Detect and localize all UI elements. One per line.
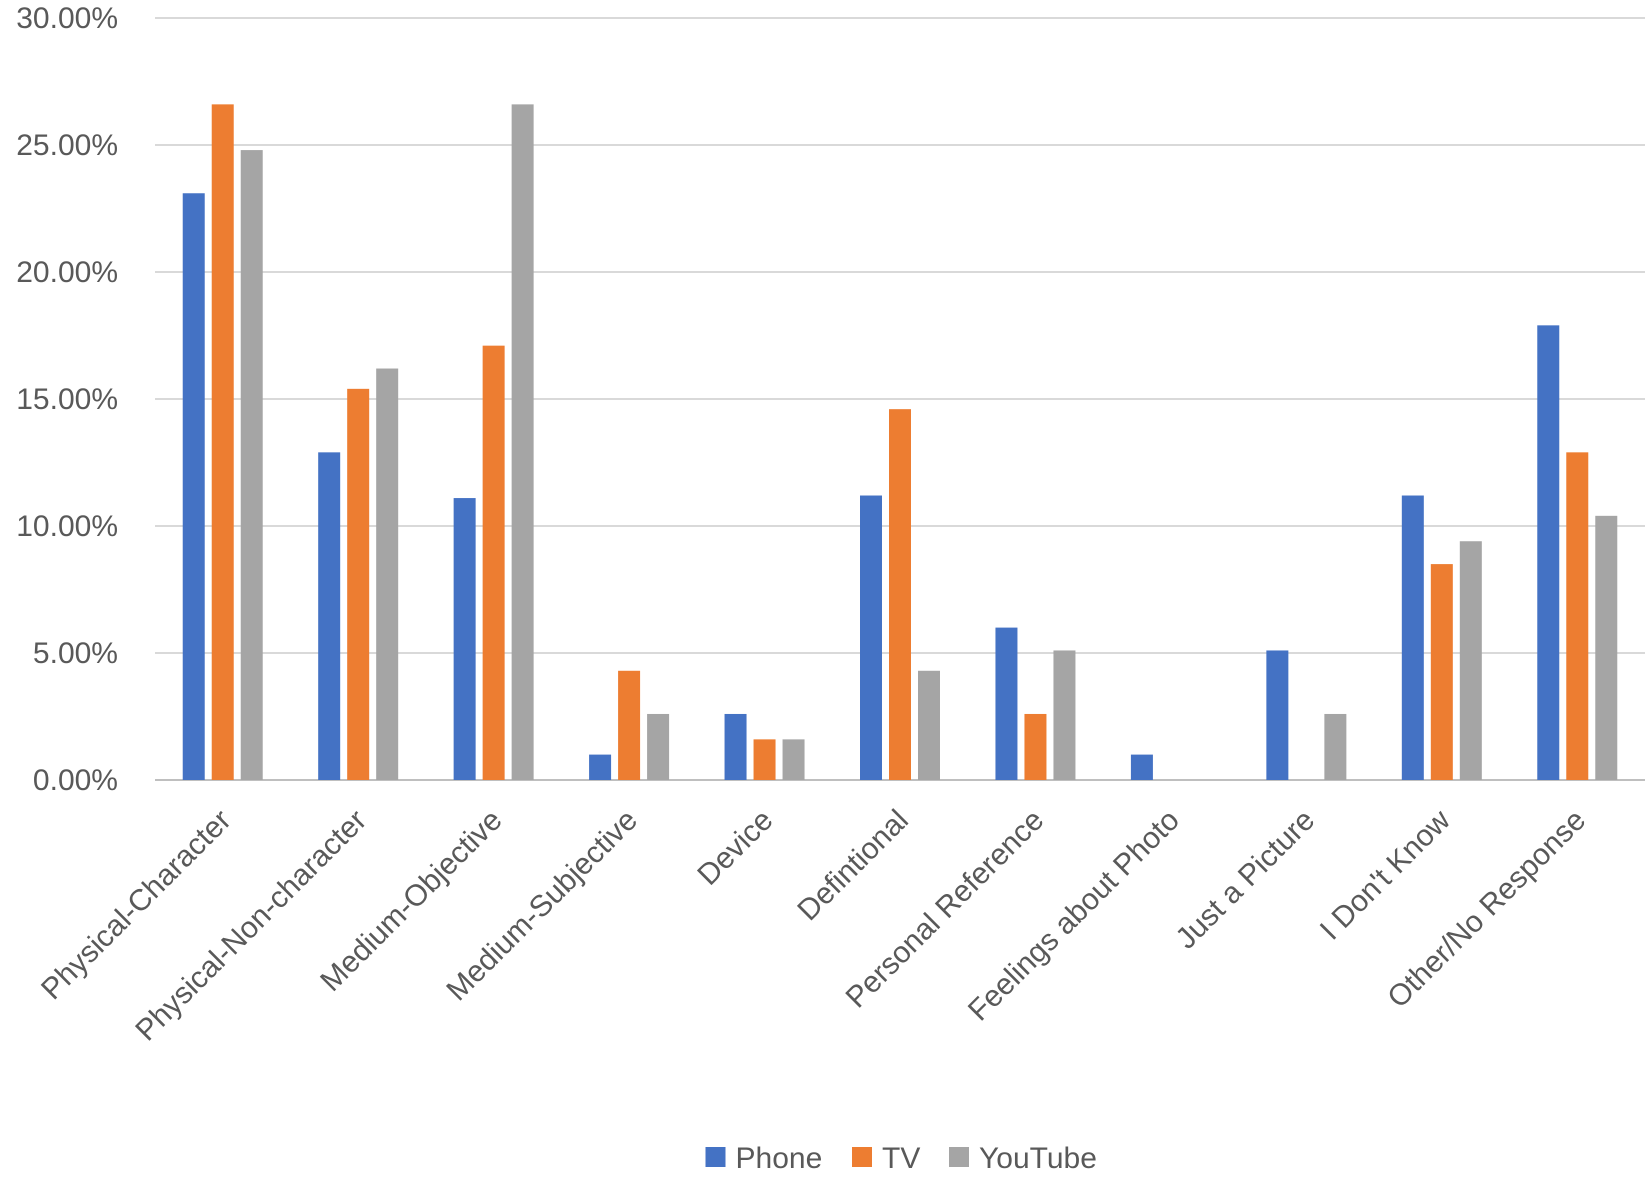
bar-youtube-physical-non-character	[376, 368, 399, 780]
bar-phone-physical-character	[182, 193, 205, 780]
y-tick-label: 30.00%	[16, 2, 118, 35]
x-tick-label-device: Device	[691, 804, 779, 892]
bar-phone-medium-subjective	[589, 754, 612, 780]
y-tick-label: 0.00%	[33, 764, 118, 797]
bar-youtube-i-don-t-know	[1459, 541, 1482, 780]
bars	[182, 104, 1618, 781]
bar-youtube-personal-reference	[1053, 650, 1076, 780]
bar-tv-defintional	[889, 409, 911, 780]
x-axis-labels: Physical-CharacterPhysical-Non-character…	[35, 803, 1592, 1047]
x-tick-label-defintional: Defintional	[791, 804, 915, 928]
bar-youtube-just-a-picture	[1324, 713, 1347, 780]
bar-tv-physical-character	[211, 104, 234, 781]
legend-label-phone: Phone	[736, 1142, 823, 1175]
bar-phone-other-no-response	[1537, 325, 1560, 780]
bar-phone-medium-objective	[453, 498, 476, 780]
bar-youtube-medium-objective	[511, 104, 534, 781]
bar-tv-physical-non-character	[347, 388, 370, 780]
y-tick-label: 25.00%	[16, 129, 118, 162]
bar-tv-i-don-t-know	[1430, 564, 1453, 780]
bar-tv-device	[753, 739, 776, 780]
legend-swatch-youtube	[949, 1147, 969, 1167]
bar-phone-device	[724, 713, 747, 780]
x-tick-label-just-a-picture: Just a Picture	[1169, 804, 1321, 956]
legend-label-youtube: YouTube	[979, 1142, 1097, 1175]
bar-tv-personal-reference	[1024, 713, 1047, 780]
bar-phone-i-don-t-know	[1401, 495, 1424, 780]
bar-youtube-physical-character	[240, 150, 263, 780]
y-tick-label: 20.00%	[16, 256, 118, 289]
bar-tv-other-no-response	[1566, 452, 1589, 780]
legend-swatch-tv	[852, 1147, 872, 1167]
y-tick-label: 10.00%	[16, 510, 118, 543]
y-tick-label: 5.00%	[33, 637, 118, 670]
legend-swatch-phone	[705, 1147, 726, 1167]
bar-youtube-other-no-response	[1595, 515, 1618, 780]
x-tick-label-physical-non-character: Physical-Non-character	[129, 804, 373, 1048]
bar-phone-just-a-picture	[1266, 650, 1289, 780]
bar-tv-medium-subjective	[618, 670, 641, 780]
bar-phone-physical-non-character	[318, 452, 341, 780]
legend: Phone TV YouTube	[705, 1142, 1097, 1175]
bar-phone-personal-reference	[995, 627, 1018, 780]
bar-youtube-defintional	[918, 670, 940, 780]
bar-tv-medium-objective	[482, 345, 505, 780]
bar-phone-defintional	[860, 495, 882, 780]
y-axis-ticks: 0.00% 5.00% 10.00% 15.00% 20.00% 25.00% 30.00%	[16, 2, 118, 797]
bar-youtube-device	[782, 739, 805, 780]
bar-youtube-medium-subjective	[647, 713, 670, 780]
bar-phone-feelings-about-photo	[1130, 754, 1153, 780]
legend-label-tv: TV	[882, 1142, 920, 1175]
y-tick-label: 15.00%	[16, 383, 118, 416]
x-tick-label-i-don-t-know: I Don't Know	[1314, 803, 1457, 946]
